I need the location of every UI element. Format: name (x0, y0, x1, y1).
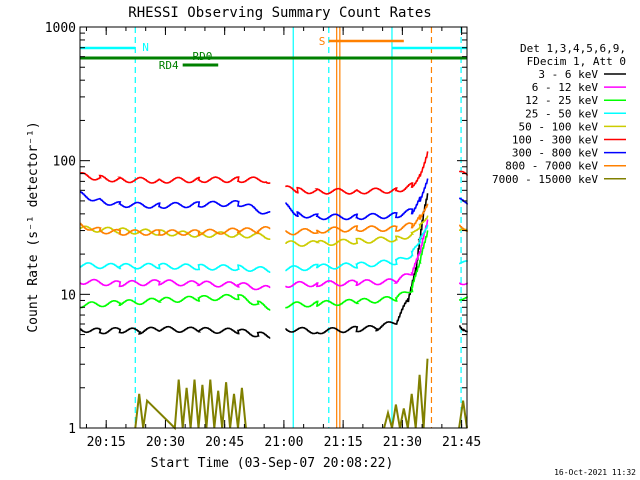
series-2-segment-2 (459, 296, 468, 301)
series-2 (80, 230, 468, 311)
legend-header-1: FDecim 1, Att 0 (527, 55, 626, 68)
y-tick-label-0: 1 (68, 422, 76, 437)
x-tick-label-3: 21:00 (264, 435, 303, 450)
legend-label-4: 50 - 100 keV (519, 120, 599, 133)
y-tick-label-2: 100 (53, 155, 76, 170)
series-group (80, 151, 468, 431)
x-tick-label-4: 21:15 (324, 435, 363, 450)
series-0-segment-0 (80, 325, 271, 339)
series-8-segment-0 (134, 379, 247, 431)
legend-label-6: 300 - 800 keV (512, 147, 598, 160)
plot-frame (79, 26, 468, 429)
series-6-segment-1 (285, 178, 429, 221)
series-3-segment-0 (80, 262, 271, 273)
timestamp: 16-Oct-2021 11:32 (554, 468, 636, 477)
series-1-segment-1 (285, 219, 429, 288)
x-tick-label-6: 21:45 (442, 435, 481, 450)
series-2-segment-1 (285, 230, 429, 309)
series-8-segment-1 (383, 358, 429, 429)
flag-bars: N S RD0 RD4 (80, 35, 467, 72)
x-tick-label-0: 20:15 (87, 435, 126, 450)
y-axis: 1 10 100 1000 (45, 21, 467, 437)
series-6-segment-0 (80, 191, 271, 215)
series-3-segment-2 (459, 260, 468, 265)
series-7-segment-0 (80, 222, 271, 236)
legend-label-2: 12 - 25 keV (525, 94, 598, 107)
flag-rd4-label: RD4 (159, 59, 179, 72)
series-5-segment-1 (285, 151, 429, 195)
series-8 (134, 358, 468, 431)
marker-lines (134, 27, 462, 428)
legend-label-1: 6 - 12 keV (532, 81, 599, 94)
series-0-segment-1 (285, 193, 429, 335)
series-1-segment-0 (80, 278, 271, 291)
series-2-segment-0 (80, 293, 271, 311)
flag-rd0-label: RD0 (192, 50, 212, 63)
series-0 (80, 193, 468, 339)
flag-saa-label: S (319, 35, 326, 48)
series-8-segment-2 (458, 400, 468, 429)
chart-title: RHESSI Observing Summary Count Rates (128, 5, 431, 21)
series-1 (80, 219, 468, 291)
series-4-segment-1 (285, 215, 429, 247)
x-axis-label: Start Time (03-Sep-07 20:08:22) (151, 456, 394, 471)
legend-label-5: 100 - 300 keV (512, 134, 598, 147)
series-1-segment-2 (459, 282, 468, 286)
series-3-segment-1 (285, 224, 429, 272)
series-3 (80, 224, 468, 273)
legend-label-3: 25 - 50 keV (525, 107, 598, 120)
series-0-segment-2 (459, 325, 468, 333)
series-5-segment-0 (80, 172, 271, 184)
legend: Det 1,3,4,5,6,9,FDecim 1, Att 03 - 6 keV… (492, 42, 626, 186)
y-tick-label-3: 1000 (45, 21, 76, 36)
series-7-segment-1 (285, 203, 429, 236)
y-axis-label: Count Rate (s⁻¹ detector⁻¹) (26, 121, 41, 332)
x-axis: 20:15 20:30 20:45 21:00 21:15 21:30 21:45 (85, 27, 481, 450)
x-tick-label-2: 20:45 (205, 435, 244, 450)
legend-label-7: 800 - 7000 keV (505, 160, 598, 173)
legend-label-0: 3 - 6 keV (538, 68, 598, 81)
legend-header-0: Det 1,3,4,5,6,9, (520, 42, 626, 55)
flag-night-label: N (142, 41, 149, 54)
legend-label-8: 7000 - 15000 keV (492, 173, 598, 186)
x-tick-label-5: 21:30 (383, 435, 422, 450)
y-tick-label-1: 10 (60, 288, 76, 303)
x-tick-label-1: 20:30 (146, 435, 185, 450)
